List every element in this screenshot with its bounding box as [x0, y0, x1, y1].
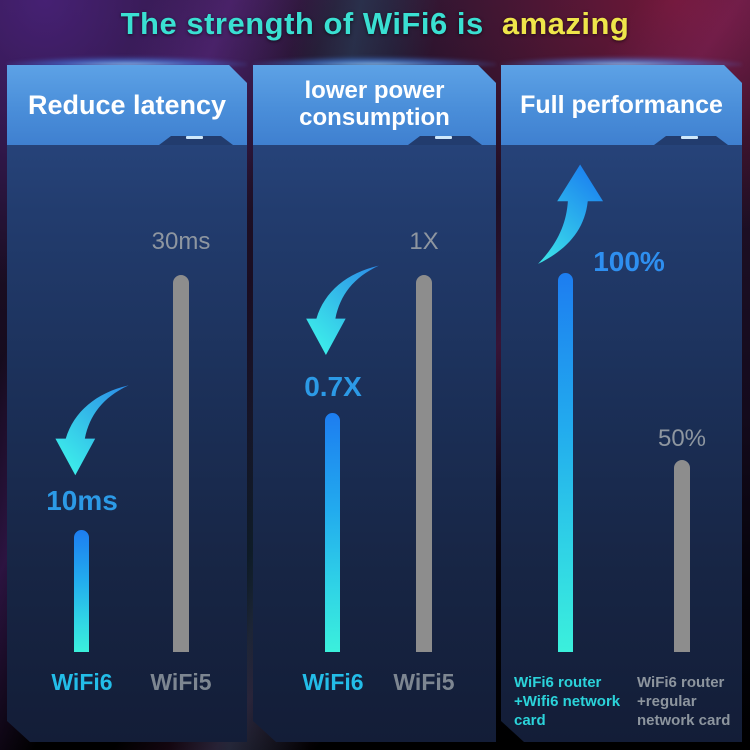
- title-main: The strength of WiFi6 is: [120, 6, 484, 41]
- caption-line: +regular: [637, 693, 697, 710]
- panel-header-label: Full performance: [520, 90, 723, 119]
- header-notch: [159, 136, 233, 145]
- panel-header-label: Reduce latency: [27, 89, 227, 120]
- panel-header: Reduce latency: [7, 65, 247, 145]
- wifi5-value: 50%: [657, 425, 707, 452]
- panel-header: lower power consumption: [253, 65, 496, 145]
- wifi5-bar-label: WiFi5: [150, 669, 212, 695]
- header-notch: [654, 136, 728, 145]
- wifi6-bar: [558, 273, 573, 652]
- page-title: The strength of WiFi6 is amazing: [0, 6, 750, 42]
- wifi5-bar: [173, 275, 189, 652]
- notch-dash: [435, 136, 452, 139]
- caption-line: WiFi6 router: [514, 674, 602, 691]
- wifi5-bar: [674, 460, 690, 652]
- up-arrow-icon: [535, 163, 613, 270]
- panel-header: Full performance: [501, 65, 742, 145]
- wifi5-value: 30ms: [151, 228, 211, 255]
- wifi6-caption: WiFi6 router +Wifi6 network card: [514, 673, 636, 730]
- wifi6-value: 10ms: [46, 485, 118, 516]
- caption-line: card: [514, 712, 546, 729]
- title-highlight: amazing: [501, 6, 630, 41]
- panel-top-glow: [7, 56, 247, 66]
- notch-dash: [681, 136, 698, 139]
- caption-line: WiFi6 router: [637, 674, 725, 691]
- caption-line: network card: [637, 712, 731, 729]
- wifi6-bar: [74, 530, 89, 652]
- notch-dash: [186, 136, 203, 139]
- wifi6-bar: [325, 413, 340, 652]
- wifi6-value: 0.7X: [304, 371, 362, 402]
- wifi5-caption: WiFi6 router +regular network card: [637, 673, 739, 730]
- wifi6-bar-label: WiFi6: [302, 669, 364, 695]
- wifi5-bar-label: WiFi5: [393, 669, 455, 695]
- caption-line: +Wifi6 network: [514, 693, 621, 710]
- panel-header-label: lower power consumption: [299, 77, 450, 131]
- panel-lower-power: lower power consumption 1X 0.7X WiFi6 Wi…: [253, 65, 496, 742]
- wifi5-bar: [416, 275, 432, 652]
- down-arrow-icon: [303, 263, 382, 360]
- wifi6-bar-label: WiFi6: [51, 669, 113, 695]
- panel-top-glow: [501, 56, 742, 66]
- wifi6-value: 100%: [593, 246, 665, 277]
- down-arrow-icon: [52, 383, 132, 480]
- panel-reduce-latency: Reduce latency 30ms 10ms WiFi6 WiFi5: [7, 65, 247, 742]
- panel-top-glow: [253, 56, 496, 66]
- panel-full-performance: Full performance 100% 50% WiFi6 router +…: [501, 65, 742, 742]
- wifi5-value: 1X: [409, 228, 439, 255]
- header-notch: [408, 136, 482, 145]
